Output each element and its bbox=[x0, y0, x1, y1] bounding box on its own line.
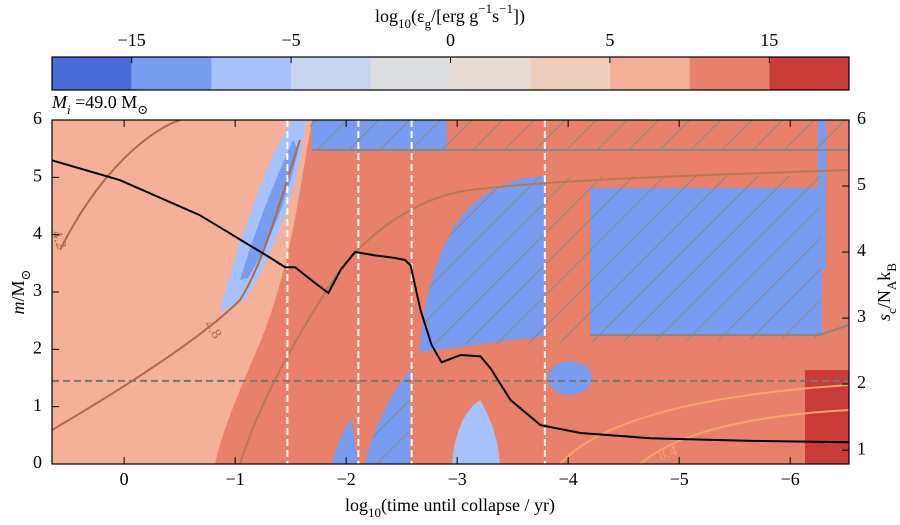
x-tick-label: −6 bbox=[781, 469, 800, 489]
contour bbox=[239, 169, 849, 464]
label-part: log bbox=[375, 6, 398, 26]
colorbar-label: log10(εg/[erg g−1s−1]) bbox=[375, 1, 525, 31]
y-tick-label: 5 bbox=[33, 165, 42, 185]
label-part: m bbox=[8, 301, 28, 314]
colorbar-tick-label: 0 bbox=[446, 30, 455, 50]
label-part: /M bbox=[8, 280, 28, 301]
model-label: Mi =49.0 M⊙ bbox=[51, 92, 148, 117]
x-axis-label: log10(time until collapse / yr) bbox=[345, 495, 555, 520]
colorbar-bin bbox=[450, 57, 531, 90]
label-part: −1 bbox=[478, 1, 492, 16]
x-tick-label: −5 bbox=[670, 469, 689, 489]
y-tick-label: 0 bbox=[33, 452, 42, 472]
x-tick-label: −3 bbox=[448, 469, 467, 489]
label-part: 10 bbox=[398, 16, 411, 31]
label-part: c bbox=[884, 308, 899, 314]
colorbar-tick-label: 15 bbox=[760, 30, 778, 50]
colorbar-bin bbox=[211, 57, 292, 90]
label-part: g bbox=[425, 16, 432, 31]
region bbox=[548, 361, 592, 395]
label-part: (time until collapse / yr) bbox=[381, 495, 555, 516]
hatch bbox=[365, 370, 410, 464]
colorbar-bin bbox=[769, 57, 849, 90]
contour bbox=[559, 384, 849, 464]
colorbar-bin bbox=[291, 57, 371, 90]
colorbar-bin bbox=[131, 57, 212, 90]
colorbar-bin bbox=[52, 57, 132, 90]
colorbar-tick-label: −15 bbox=[118, 30, 146, 50]
contour bbox=[59, 120, 181, 251]
label-part: s bbox=[874, 314, 894, 321]
label-part: A bbox=[884, 280, 899, 290]
region bbox=[452, 400, 500, 464]
label-part: B bbox=[884, 263, 899, 272]
y-axis-label: m/M⊙ bbox=[8, 270, 33, 315]
y-tick-label: 6 bbox=[33, 108, 42, 128]
label-part: i bbox=[67, 102, 71, 117]
y-tick-label: 2 bbox=[33, 337, 42, 357]
contour-label: 8.4 bbox=[656, 443, 680, 465]
label-part: ⊙ bbox=[137, 102, 148, 117]
label-part: k bbox=[874, 272, 894, 281]
label-part: /[erg g bbox=[431, 6, 478, 26]
overlay bbox=[52, 120, 849, 464]
colorbar-bin bbox=[530, 57, 610, 90]
y2-tick-label: 6 bbox=[857, 108, 866, 128]
hatch bbox=[310, 120, 849, 150]
region bbox=[332, 420, 358, 464]
label-part: ⊙ bbox=[18, 270, 33, 281]
x-tick-label: −1 bbox=[226, 469, 245, 489]
label-part: /N bbox=[874, 290, 894, 308]
contour-label: 4.2 bbox=[48, 228, 69, 251]
y-tick-label: 1 bbox=[33, 395, 42, 415]
label-part: =49.0 M bbox=[71, 92, 138, 112]
colorbar-tick-label: 5 bbox=[605, 30, 614, 50]
y2-axis-label: sc/NAkB bbox=[874, 263, 899, 321]
contour bbox=[639, 409, 849, 464]
hatch bbox=[420, 176, 820, 352]
region bbox=[240, 140, 298, 280]
region bbox=[818, 120, 826, 270]
series-line bbox=[52, 159, 849, 444]
label-part: s bbox=[492, 6, 499, 26]
y2-tick-label: 2 bbox=[857, 372, 866, 392]
colorbar-bin bbox=[689, 57, 770, 90]
x-tick-label: −2 bbox=[337, 469, 356, 489]
colorbar-tick-label: −5 bbox=[282, 30, 301, 50]
label-part: (ε bbox=[411, 6, 425, 27]
x-tick-label: 0 bbox=[120, 469, 129, 489]
label-part: M bbox=[51, 92, 68, 112]
x-tick-label: −4 bbox=[559, 469, 578, 489]
label-part: ]) bbox=[513, 6, 525, 27]
colorbar-bin bbox=[609, 57, 690, 90]
colorbar-bin bbox=[370, 57, 451, 90]
y2-tick-label: 5 bbox=[857, 174, 866, 194]
contour bbox=[52, 139, 301, 431]
label-part: −1 bbox=[499, 1, 513, 16]
contour bbox=[590, 324, 849, 336]
regions bbox=[52, 120, 849, 464]
y-tick-label: 3 bbox=[33, 280, 42, 300]
label-part: log bbox=[345, 495, 368, 515]
label-part: 10 bbox=[368, 505, 381, 520]
y2-tick-label: 4 bbox=[857, 240, 866, 260]
y2-tick-label: 1 bbox=[857, 438, 866, 458]
y2-tick-label: 3 bbox=[857, 306, 866, 326]
y-tick-label: 4 bbox=[33, 223, 42, 243]
